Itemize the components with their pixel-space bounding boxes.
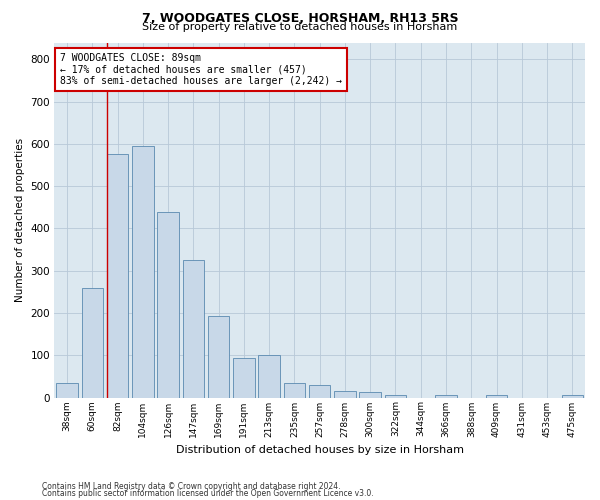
Bar <box>157 212 179 398</box>
Bar <box>562 396 583 398</box>
Bar <box>233 358 254 398</box>
Bar <box>385 394 406 398</box>
Bar <box>56 382 78 398</box>
Text: 7, WOODGATES CLOSE, HORSHAM, RH13 5RS: 7, WOODGATES CLOSE, HORSHAM, RH13 5RS <box>142 12 458 26</box>
Bar <box>132 146 154 398</box>
Bar <box>359 392 381 398</box>
Text: Contains public sector information licensed under the Open Government Licence v3: Contains public sector information licen… <box>42 489 374 498</box>
Bar <box>486 396 507 398</box>
X-axis label: Distribution of detached houses by size in Horsham: Distribution of detached houses by size … <box>176 445 464 455</box>
Text: 7 WOODGATES CLOSE: 89sqm
← 17% of detached houses are smaller (457)
83% of semi-: 7 WOODGATES CLOSE: 89sqm ← 17% of detach… <box>59 53 341 86</box>
Bar <box>182 260 204 398</box>
Bar <box>334 391 356 398</box>
Bar <box>284 382 305 398</box>
Bar <box>208 316 229 398</box>
Bar <box>259 356 280 398</box>
Bar <box>107 154 128 398</box>
Bar <box>435 396 457 398</box>
Bar <box>309 385 331 398</box>
Text: Size of property relative to detached houses in Horsham: Size of property relative to detached ho… <box>142 22 458 32</box>
Y-axis label: Number of detached properties: Number of detached properties <box>15 138 25 302</box>
Text: Contains HM Land Registry data © Crown copyright and database right 2024.: Contains HM Land Registry data © Crown c… <box>42 482 341 491</box>
Bar <box>82 288 103 398</box>
